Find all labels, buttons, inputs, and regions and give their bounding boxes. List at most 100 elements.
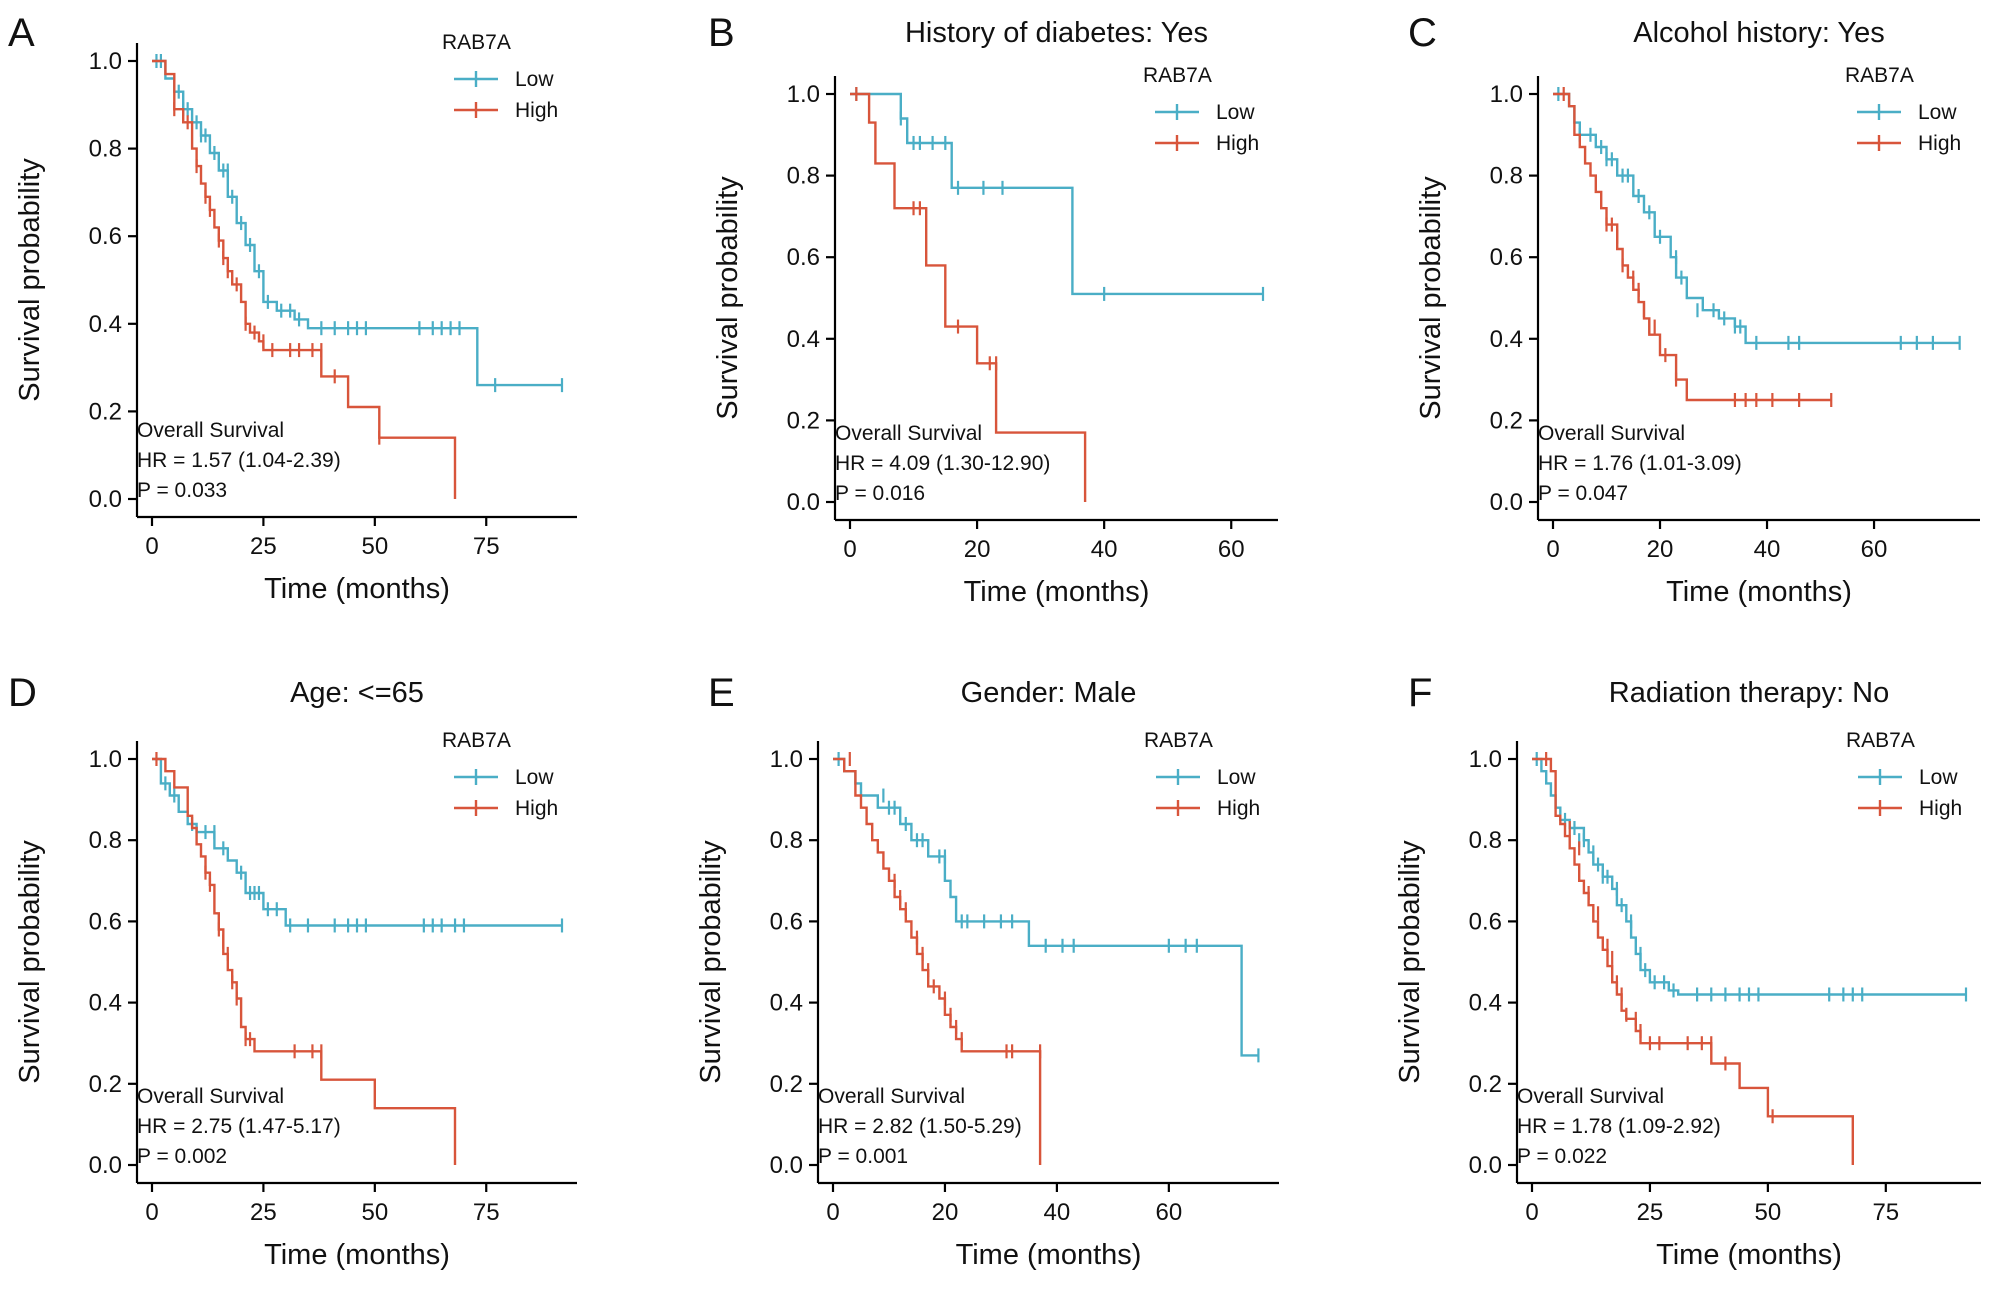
legend-title: RAB7A (1846, 729, 1915, 752)
x-tick-label: 40 (1091, 536, 1118, 563)
legend-label-high: High (1217, 797, 1260, 820)
x-tick-label: 50 (361, 1199, 388, 1226)
x-axis-title: Time (months) (956, 1239, 1142, 1271)
panel-letter: A (8, 11, 35, 55)
y-tick-label: 0.2 (1469, 1071, 1502, 1098)
x-tick-label: 40 (1044, 1199, 1071, 1226)
y-tick-label: 0.8 (89, 136, 122, 163)
annotation-line: HR = 1.78 (1.09-2.92) (1517, 1115, 1721, 1138)
y-tick-label: 0.2 (770, 1071, 803, 1098)
y-tick-label: 1.0 (770, 746, 803, 773)
x-tick-label: 20 (964, 536, 991, 563)
y-tick-label: 0.4 (1490, 326, 1523, 353)
legend-title: RAB7A (1143, 64, 1212, 87)
km-curve-low (850, 92, 1263, 296)
annotation-line: HR = 1.57 (1.04-2.39) (137, 449, 341, 472)
annotation-line: Overall Survival (818, 1085, 965, 1108)
annotation-line: Overall Survival (1517, 1085, 1664, 1108)
x-tick-label: 75 (473, 1199, 500, 1226)
y-tick-label: 0.4 (89, 311, 122, 338)
y-tick-label: 0.2 (89, 398, 122, 425)
y-tick-label: 0.6 (787, 244, 820, 271)
y-tick-label: 0.6 (89, 223, 122, 250)
y-tick-label: 0.8 (770, 827, 803, 854)
y-tick-label: 0.0 (1469, 1152, 1502, 1179)
y-tick-label: 0.6 (89, 908, 122, 935)
legend-label-low: Low (1217, 766, 1256, 789)
x-axis-title: Time (months) (1656, 1239, 1842, 1271)
legend-label-low: Low (515, 68, 554, 91)
x-axis-title: Time (months) (264, 573, 450, 605)
x-tick-label: 25 (250, 1199, 277, 1226)
km-panel-c: C Alcohol history: Yes 0.0 0.2 0.4 0.6 0.8 1.0 0… (1408, 11, 1980, 608)
y-tick-label: 0.6 (1490, 244, 1523, 271)
legend-label-high: High (1919, 797, 1962, 820)
legend-label-low: Low (1919, 766, 1958, 789)
annotation-line: HR = 2.82 (1.50-5.29) (818, 1115, 1022, 1138)
annotation-line: Overall Survival (137, 1085, 284, 1108)
legend-label-high: High (515, 99, 558, 122)
panel-letter: C (1408, 11, 1437, 55)
panel-letter: F (1408, 671, 1432, 715)
y-axis-title: Survival probability (14, 158, 46, 402)
km-panel-a: A 0.0 0.2 0.4 0.6 0.8 1.0 0 25 50 75 Time (months) S… (8, 11, 577, 605)
y-axis-title: Survival probability (712, 176, 744, 420)
panel-title: Gender: Male (961, 677, 1137, 709)
y-tick-label: 0.6 (770, 908, 803, 935)
x-tick-label: 0 (843, 536, 856, 563)
km-curve-high (850, 92, 1087, 502)
x-tick-label: 60 (1861, 536, 1888, 563)
y-tick-label: 0.4 (89, 990, 122, 1017)
annotation-line: P = 0.002 (137, 1145, 227, 1168)
annotation-line: P = 0.047 (1538, 482, 1628, 505)
km-curve-low (152, 757, 562, 927)
panel-title: Age: <=65 (290, 677, 424, 709)
panel-title: Alcohol history: Yes (1633, 17, 1884, 49)
x-axis-title: Time (months) (1666, 576, 1852, 608)
y-tick-label: 1.0 (1469, 746, 1502, 773)
y-tick-label: 0.0 (89, 486, 122, 513)
y-tick-label: 0.0 (89, 1152, 122, 1179)
x-tick-label: 0 (145, 1199, 158, 1226)
annotation-line: P = 0.033 (137, 479, 227, 502)
x-tick-label: 50 (1755, 1199, 1782, 1226)
km-curve-high (1553, 92, 1832, 402)
km-curve-low (1553, 92, 1960, 345)
x-tick-label: 60 (1218, 536, 1245, 563)
y-tick-label: 1.0 (89, 746, 122, 773)
x-tick-label: 40 (1754, 536, 1781, 563)
annotation-line: HR = 1.76 (1.01-3.09) (1538, 452, 1742, 475)
y-tick-label: 0.8 (89, 827, 122, 854)
x-axis-title: Time (months) (964, 576, 1150, 608)
y-tick-label: 0.2 (1490, 407, 1523, 434)
y-tick-label: 0.8 (1469, 827, 1502, 854)
annotation-line: Overall Survival (835, 422, 982, 445)
y-tick-label: 0.4 (770, 990, 803, 1017)
panel-title: Radiation therapy: No (1609, 677, 1890, 709)
x-axis-title: Time (months) (264, 1239, 450, 1271)
y-tick-label: 0.4 (1469, 990, 1502, 1017)
x-tick-label: 0 (145, 533, 158, 560)
x-tick-label: 20 (932, 1199, 959, 1226)
y-tick-label: 0.8 (1490, 163, 1523, 190)
y-tick-label: 1.0 (1490, 81, 1523, 108)
y-axis-title: Survival probability (1394, 840, 1426, 1084)
y-tick-label: 0.6 (1469, 908, 1502, 935)
legend-title: RAB7A (1845, 64, 1914, 87)
y-axis-title: Survival probability (695, 840, 727, 1084)
y-axis-title: Survival probability (14, 840, 46, 1084)
y-tick-label: 0.2 (89, 1071, 122, 1098)
annotation-line: P = 0.022 (1517, 1145, 1607, 1168)
panel-letter: D (8, 671, 37, 715)
km-panel-b: B History of diabetes: Yes 0.0 0.2 0.4 0.6 0.8… (708, 11, 1278, 608)
km-curve-low (1532, 757, 1966, 996)
annotation-line: HR = 2.75 (1.47-5.17) (137, 1115, 341, 1138)
km-panel-f: F Radiation therapy: No 0.0 0.2 0.4 0.6 0.8 1.0… (1394, 671, 1981, 1271)
legend-title: RAB7A (1144, 729, 1213, 752)
annotation-line: Overall Survival (1538, 422, 1685, 445)
x-tick-label: 0 (1525, 1199, 1538, 1226)
y-tick-label: 0.4 (787, 326, 820, 353)
km-curve-low (833, 757, 1259, 1057)
x-tick-label: 20 (1647, 536, 1674, 563)
annotation-line: Overall Survival (137, 419, 284, 442)
